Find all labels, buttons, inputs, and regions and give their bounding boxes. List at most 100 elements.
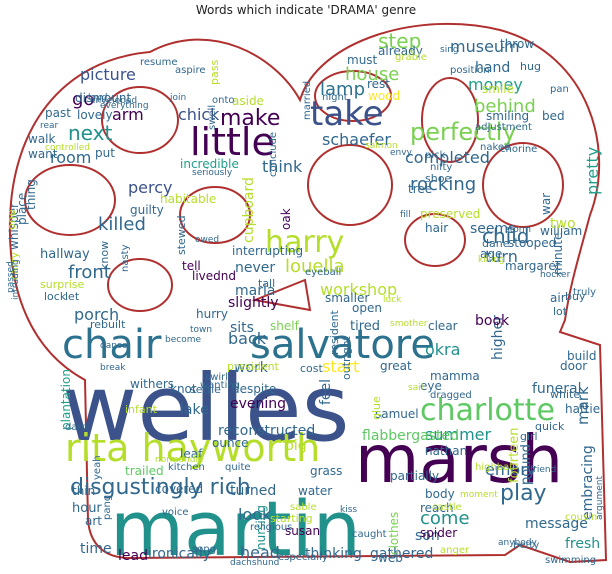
reel-hole xyxy=(179,186,251,244)
reel-hole xyxy=(421,77,479,163)
cloud-word: sing xyxy=(440,45,459,55)
cloud-word: museum xyxy=(450,37,520,56)
cloud-word: sits xyxy=(230,320,254,336)
cloud-word: resident xyxy=(328,309,341,355)
cloud-word: perfectly xyxy=(410,118,517,146)
cloud-word: resume xyxy=(140,57,178,68)
cloud-word: susan xyxy=(285,524,320,538)
cloud-word: mark xyxy=(574,386,592,425)
cloud-word: despite xyxy=(232,382,276,396)
cloud-word: lead xyxy=(118,548,148,564)
cloud-word: salvatore xyxy=(250,322,435,368)
cloud-word: clothes xyxy=(387,512,401,555)
cloud-word: louella xyxy=(285,256,345,277)
cloud-word: samuel xyxy=(375,407,419,421)
cloud-word: son xyxy=(415,528,440,544)
cloud-word: dragged xyxy=(430,390,472,401)
cloud-word: loud xyxy=(88,93,107,103)
cloud-word: grable xyxy=(395,52,427,63)
cloud-word: step xyxy=(378,29,421,53)
cloud-word: slightly xyxy=(228,295,279,311)
cloud-word: quite xyxy=(225,462,251,473)
cloud-word: lock xyxy=(44,290,67,303)
cloud-word: livednd xyxy=(192,269,236,283)
cloud-word: tree xyxy=(408,182,432,196)
cloud-word: spider xyxy=(420,526,457,540)
cloud-word: infant xyxy=(125,403,158,416)
cloud-word: look xyxy=(238,505,272,524)
cloud-word: hand xyxy=(475,60,510,76)
cloud-word: rear xyxy=(40,121,59,131)
cloud-word: sail xyxy=(408,383,423,393)
cloud-word: door xyxy=(560,359,587,373)
cloud-word: hurry xyxy=(196,307,228,321)
cloud-word: room xyxy=(50,148,91,167)
cloud-word: charlotte xyxy=(420,393,555,428)
cloud-word: interrupting xyxy=(232,244,303,258)
cloud-word: anybody xyxy=(498,538,537,548)
cloud-word: caught xyxy=(352,529,387,540)
cloud-word: starting xyxy=(270,512,313,525)
cloud-word: minute xyxy=(551,233,565,275)
cloud-word: smiling xyxy=(486,109,529,123)
cloud-word: bed xyxy=(542,109,565,123)
cloud-word: flabbergasted xyxy=(362,428,459,444)
cloud-word: outright xyxy=(340,335,353,380)
cloud-word: come xyxy=(420,508,470,529)
cloud-word: house xyxy=(345,64,399,85)
cloud-word: passed xyxy=(6,261,16,293)
cloud-word: settle xyxy=(190,383,221,396)
cloud-word: trailed xyxy=(125,464,164,478)
cloud-word: walk xyxy=(28,132,56,146)
cloud-word: moment xyxy=(460,490,498,500)
cloud-word: religious xyxy=(250,522,292,533)
cloud-word: marsh xyxy=(355,421,563,498)
cloud-word: nifty xyxy=(430,162,452,173)
cloud-word: turn xyxy=(485,247,518,266)
cloud-word: smile xyxy=(482,82,514,96)
cloud-word: rest xyxy=(367,77,390,91)
cloud-word: leaf xyxy=(180,447,203,461)
cloud-word: front xyxy=(68,262,111,283)
cloud-word: lake xyxy=(180,402,209,418)
cloud-word: hour xyxy=(72,501,102,516)
cloud-word: thing xyxy=(24,179,38,210)
cloud-word: thinking xyxy=(305,546,362,562)
cloud-word: truly xyxy=(573,287,596,298)
reel-hole xyxy=(307,144,393,226)
cloud-word: seriously xyxy=(192,168,233,178)
cloud-word: hallway xyxy=(40,247,90,262)
cloud-word: big xyxy=(285,438,307,454)
cloud-word: normandie xyxy=(155,455,204,465)
cloud-word: aspire xyxy=(175,65,206,76)
cloud-word: rebuilt xyxy=(90,318,126,331)
cloud-word: eye xyxy=(420,379,442,393)
cloud-word: everything xyxy=(100,101,149,111)
cloud-word: withers xyxy=(130,377,174,391)
cloud-word: make xyxy=(220,106,280,131)
cloud-word: salmon xyxy=(365,141,398,151)
cloud-word: next xyxy=(68,121,112,145)
cloud-word: completed xyxy=(405,148,490,167)
cloud-word: back xyxy=(228,329,267,348)
cloud-word: pass xyxy=(208,60,221,85)
cloud-word: let xyxy=(65,290,80,303)
cloud-word: rocking xyxy=(410,174,476,195)
cloud-word: chorine xyxy=(500,144,537,155)
cloud-word: past xyxy=(45,106,71,120)
cloud-word: rita hayworth xyxy=(65,426,320,470)
cloud-word: voice xyxy=(162,507,188,518)
cloud-word: tell xyxy=(182,259,201,273)
cloud-word: war xyxy=(539,193,553,215)
cloud-word: go xyxy=(72,89,94,110)
cloud-word: aside xyxy=(232,94,264,108)
cloud-word: higher xyxy=(490,315,506,360)
cloud-word: pang xyxy=(102,495,113,520)
cloud-word: cost xyxy=(300,362,324,375)
cloud-word: join xyxy=(169,93,186,103)
cloud-word: storm xyxy=(505,225,531,235)
cloud-word: great xyxy=(380,359,412,373)
cloud-word: killed xyxy=(98,214,146,235)
cloud-word: yeah xyxy=(92,455,103,480)
cloud-word: girl xyxy=(520,430,538,443)
